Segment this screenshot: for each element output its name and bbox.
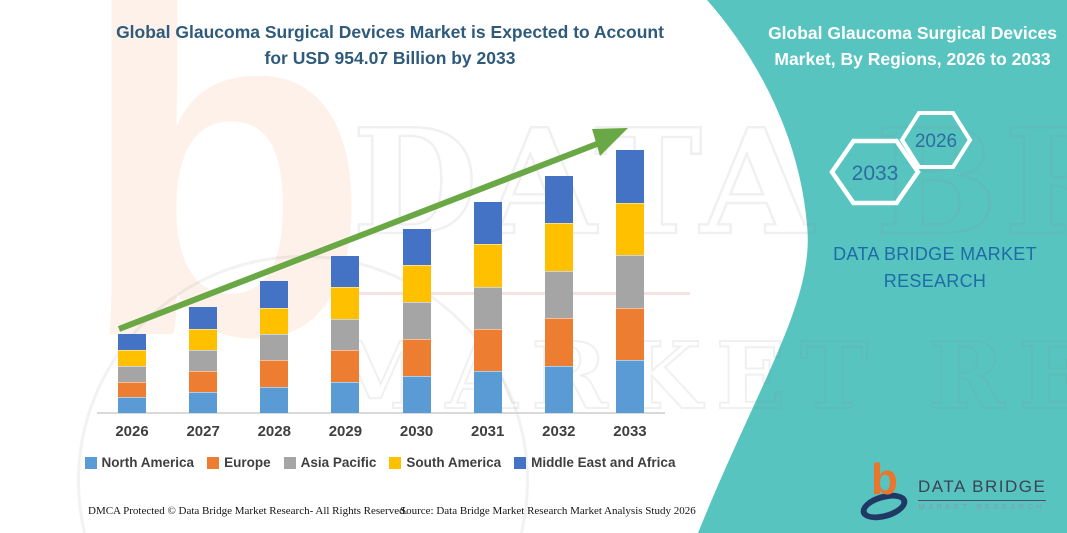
logo-brand-name: DATA BRIDGE — [918, 477, 1047, 501]
bar-segment-south-america-2028 — [260, 307, 289, 335]
bar-segment-asia-pacific-2027 — [189, 349, 218, 371]
legend-label: Asia Pacific — [300, 455, 377, 470]
bar-2028 — [260, 281, 289, 413]
databridge-logo-icon: b — [857, 458, 912, 526]
x-axis-line — [97, 412, 665, 414]
legend-swatch — [283, 456, 296, 469]
page-title: Global Glaucoma Surgical Devices Market … — [100, 19, 680, 72]
x-axis-label-2031: 2031 — [471, 423, 505, 440]
legend-swatch — [389, 456, 402, 469]
footer-source-text: Source: Data Bridge Market Research Mark… — [400, 505, 696, 517]
legend-item-north-america: North America — [84, 455, 195, 470]
legend-swatch — [207, 456, 220, 469]
bar-segment-south-america-2026 — [118, 350, 146, 366]
x-axis-label-2027: 2027 — [186, 423, 220, 440]
bar-segment-middle-east-and-africa-2031 — [473, 202, 502, 245]
legend-item-south-america: South America — [389, 455, 501, 470]
bar-2030 — [402, 228, 431, 413]
legend-label: Middle East and Africa — [531, 455, 676, 470]
bar-segment-europe-2028 — [260, 360, 289, 387]
bar-segment-north-america-2032 — [544, 365, 573, 413]
logo-b-letter: b — [871, 455, 898, 504]
hexagon-2026-label: 2026 — [915, 131, 957, 152]
bar-segment-middle-east-and-africa-2026 — [118, 334, 146, 351]
bar-segment-north-america-2030 — [402, 376, 431, 413]
bar-segment-europe-2032 — [544, 318, 573, 366]
logo-tagline: MARKET RESEARCH — [918, 504, 1046, 511]
bar-segment-north-america-2026 — [118, 397, 146, 413]
bar-segment-asia-pacific-2028 — [260, 334, 289, 361]
bar-segment-middle-east-and-africa-2028 — [260, 281, 289, 308]
side-panel-title-line2: Market, By Regions, 2026 to 2033 — [774, 49, 1051, 70]
bar-segment-north-america-2028 — [260, 386, 289, 413]
side-panel-title: Global Glaucoma Surgical Devices Market,… — [765, 20, 1060, 73]
footer-dmca-text: DMCA Protected © Data Bridge Market Rese… — [88, 505, 408, 517]
bar-segment-south-america-2033 — [615, 202, 644, 256]
x-axis-label-2026: 2026 — [115, 423, 149, 440]
legend-label: South America — [406, 455, 502, 470]
legend-item-middle-east-and-africa: Middle East and Africa — [514, 455, 675, 470]
bar-segment-europe-2031 — [473, 328, 502, 371]
legend-item-europe: Europe — [207, 455, 271, 470]
page-title-line2: for USD 954.07 Billion by 2033 — [264, 48, 516, 69]
bar-segment-middle-east-and-africa-2032 — [544, 175, 573, 224]
bar-2032 — [544, 175, 573, 413]
bar-2026 — [118, 334, 146, 413]
bar-segment-europe-2030 — [402, 339, 431, 377]
bar-segment-europe-2033 — [615, 307, 644, 361]
side-panel-brand-line1: DATA BRIDGE MARKET — [833, 244, 1037, 264]
bar-2027 — [189, 307, 218, 413]
bar-segment-middle-east-and-africa-2027 — [189, 307, 218, 329]
bar-segment-south-america-2029 — [331, 287, 360, 319]
x-axis-label-2033: 2033 — [613, 423, 647, 440]
bar-segment-middle-east-and-africa-2029 — [331, 255, 360, 288]
bar-segment-south-america-2031 — [473, 244, 502, 287]
bar-segment-asia-pacific-2029 — [331, 318, 360, 351]
x-axis-label-2028: 2028 — [257, 423, 291, 440]
bar-2029 — [331, 255, 360, 413]
bar-segment-asia-pacific-2032 — [544, 270, 573, 319]
bar-segment-middle-east-and-africa-2030 — [402, 228, 431, 266]
hexagon-2033-label: 2033 — [852, 162, 899, 185]
side-panel-brand-line2: RESEARCH — [883, 271, 987, 291]
hexagon-2026 — [899, 111, 973, 169]
x-axis-label-2029: 2029 — [328, 423, 363, 440]
bar-2031 — [473, 202, 502, 413]
bar-segment-middle-east-and-africa-2033 — [615, 149, 644, 203]
hexagon-2033 — [829, 138, 921, 206]
bar-segment-north-america-2031 — [473, 370, 502, 413]
bar-2033 — [615, 149, 644, 413]
side-panel-title-line1: Global Glaucoma Surgical Devices — [768, 23, 1057, 43]
x-axis-label-2032: 2032 — [542, 423, 576, 440]
databridge-logo: b DATA BRIDGE MARKET RESEARCH — [857, 458, 1062, 530]
x-axis-label-2030: 2030 — [399, 423, 434, 440]
bar-segment-south-america-2027 — [189, 328, 218, 350]
legend-label: North America — [101, 455, 195, 470]
legend-swatch — [514, 456, 527, 469]
bar-segment-north-america-2029 — [331, 381, 360, 413]
bar-segment-asia-pacific-2026 — [118, 365, 146, 382]
bar-segment-north-america-2027 — [189, 391, 218, 413]
legend-swatch — [84, 456, 97, 469]
bar-segment-europe-2027 — [189, 370, 218, 392]
databridge-logo-text: DATA BRIDGE MARKET RESEARCH — [918, 477, 1047, 511]
legend-item-asia-pacific: Asia Pacific — [283, 455, 377, 470]
bar-segment-europe-2026 — [118, 381, 146, 398]
side-panel-brand-text: DATA BRIDGE MARKET RESEARCH — [828, 241, 1042, 295]
bar-segment-asia-pacific-2033 — [615, 255, 644, 308]
bar-segment-asia-pacific-2031 — [473, 286, 502, 329]
chart-legend: North America Europe Asia Pacific South Ame… — [80, 455, 680, 470]
bar-segment-asia-pacific-2030 — [402, 302, 431, 340]
bar-segment-europe-2029 — [331, 350, 360, 382]
bar-segment-north-america-2033 — [615, 360, 644, 413]
legend-label: Europe — [224, 455, 271, 470]
bar-segment-south-america-2030 — [402, 265, 431, 303]
trend-arrow-line — [117, 139, 604, 332]
page-title-line1: Global Glaucoma Surgical Devices Market … — [116, 22, 664, 42]
bar-segment-south-america-2032 — [544, 223, 573, 271]
